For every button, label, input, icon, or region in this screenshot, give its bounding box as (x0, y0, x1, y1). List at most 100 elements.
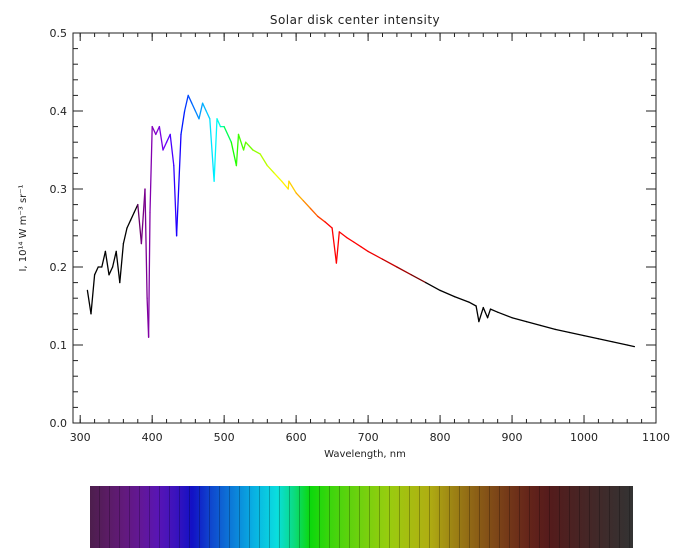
spectrum-segment (453, 295, 470, 303)
spectrum-segment (213, 118, 218, 182)
y-tick-label: 0.5 (50, 27, 68, 40)
spectrum-segment (410, 274, 427, 284)
x-tick-label: 900 (502, 431, 523, 444)
spectrum-segment (101, 250, 107, 268)
x-tick-label: 400 (142, 431, 163, 444)
spectrum-segment (317, 215, 326, 223)
spectrum-segment (360, 246, 369, 253)
spectrum-segment (180, 110, 186, 136)
spectrum-segment (237, 133, 245, 151)
spectrum-segment (612, 341, 628, 346)
spectrum-segment (140, 188, 146, 245)
spectrum-segment (158, 125, 164, 151)
spectrum-line (86, 94, 636, 348)
spectrum-chart: Solar disk center intensity 300 400 500 600… (18, 13, 670, 460)
x-axis-label: Wavelength, nm (324, 449, 406, 460)
spectrum-segment (439, 289, 456, 298)
spectrum-segment (162, 141, 168, 151)
x-tick-label: 1100 (642, 431, 670, 444)
spectrum-segment (540, 324, 556, 331)
x-tick-labels: 300 400 500 600 700 800 900 1000 1100 (70, 431, 670, 444)
spectrum-segment (126, 219, 132, 229)
spectrum-segment (482, 306, 489, 319)
spectrum-segment (111, 250, 117, 268)
spectrum-segment (165, 133, 171, 143)
spectrum-segment (93, 266, 99, 276)
spectrum-segment (201, 102, 207, 112)
spectrum-segment (287, 180, 290, 190)
spectrum-segment (144, 188, 148, 299)
spectrum-segment (396, 266, 412, 276)
y-tick-label: 0.2 (50, 261, 68, 274)
x-tick-label: 500 (214, 431, 235, 444)
spectrum-segment (381, 258, 398, 268)
spectrum-segment (108, 266, 114, 276)
y-axis-label: I, 10¹⁴ W m⁻³ sr⁻¹ (18, 184, 29, 271)
spectrum-segment (122, 227, 128, 245)
spectrum-segment (309, 207, 319, 217)
spectrum-segment (245, 141, 254, 151)
spectrum-segment (468, 301, 477, 307)
spectrum-segment (155, 125, 161, 136)
chart-title: Solar disk center intensity (270, 13, 440, 27)
spectrum-segment (183, 94, 189, 112)
spectrum-segment (205, 110, 211, 120)
spectrum-segment (486, 308, 492, 319)
spectrum-segment (86, 289, 92, 315)
spectrum-segment (489, 308, 499, 313)
spectrum-segment (568, 331, 585, 337)
spectrum-segment (187, 94, 193, 104)
y-tick-label: 0.4 (50, 105, 68, 118)
spectrum-segment (194, 110, 200, 120)
spectrum-segment (216, 118, 222, 128)
spectrum-segment (583, 334, 600, 340)
x-tick-label: 300 (70, 431, 91, 444)
spectrum-segment (497, 311, 513, 319)
spectrum-segment (511, 317, 528, 323)
x-tick-label: 1000 (570, 431, 598, 444)
spectrum-segment (129, 211, 135, 221)
y-tick-label: 0.3 (50, 183, 68, 196)
x-tick-label: 800 (430, 431, 451, 444)
spectrum-segment (353, 241, 362, 248)
spectrum-segment (151, 125, 157, 136)
spectrum-segment (338, 231, 348, 239)
spectrum-segment (266, 164, 276, 175)
spectrum-segment (198, 102, 204, 120)
spectrum-segment (302, 200, 312, 210)
spectrum-segment (626, 344, 636, 348)
spectrum-segment (242, 141, 247, 151)
spectrum-segment (90, 274, 96, 315)
plot-frame (72, 32, 657, 424)
y-tick-label: 0.1 (50, 339, 68, 352)
spectrum-segment (149, 125, 153, 214)
spectrum-segment (478, 306, 484, 323)
spectrum-segment (335, 231, 340, 264)
x-tick-label: 700 (358, 431, 379, 444)
spectrum-segment (235, 133, 240, 167)
spectrum-segment (281, 180, 289, 190)
spectrum-segment (115, 250, 121, 284)
spectrum-segment (425, 281, 441, 292)
spectrum-segment (173, 164, 178, 237)
x-tick-label: 600 (286, 431, 307, 444)
spectrum-segment (119, 242, 125, 284)
spectrum-segment (295, 192, 304, 202)
spectrum-segment (147, 211, 151, 338)
spectrum-segment (104, 250, 110, 276)
spectrum-segment (331, 227, 338, 264)
spectrum-segment (367, 250, 384, 260)
spectrum-segment (324, 221, 333, 229)
y-tick-labels: 0.0 0.1 0.2 0.3 0.4 0.5 (50, 27, 68, 430)
spectrum-segment (133, 203, 139, 214)
spectrum-segment (475, 305, 480, 323)
spectrum-segment (230, 141, 238, 167)
spectrum-segment (259, 153, 268, 167)
spectrum-segment (273, 172, 283, 182)
spectrum-segment (554, 328, 571, 334)
axis-ticks (73, 32, 657, 424)
spectrum-segment (209, 118, 215, 182)
spectrum-segment (597, 338, 614, 343)
spectrum-segment (525, 320, 542, 327)
spectrum-segment (345, 236, 355, 243)
